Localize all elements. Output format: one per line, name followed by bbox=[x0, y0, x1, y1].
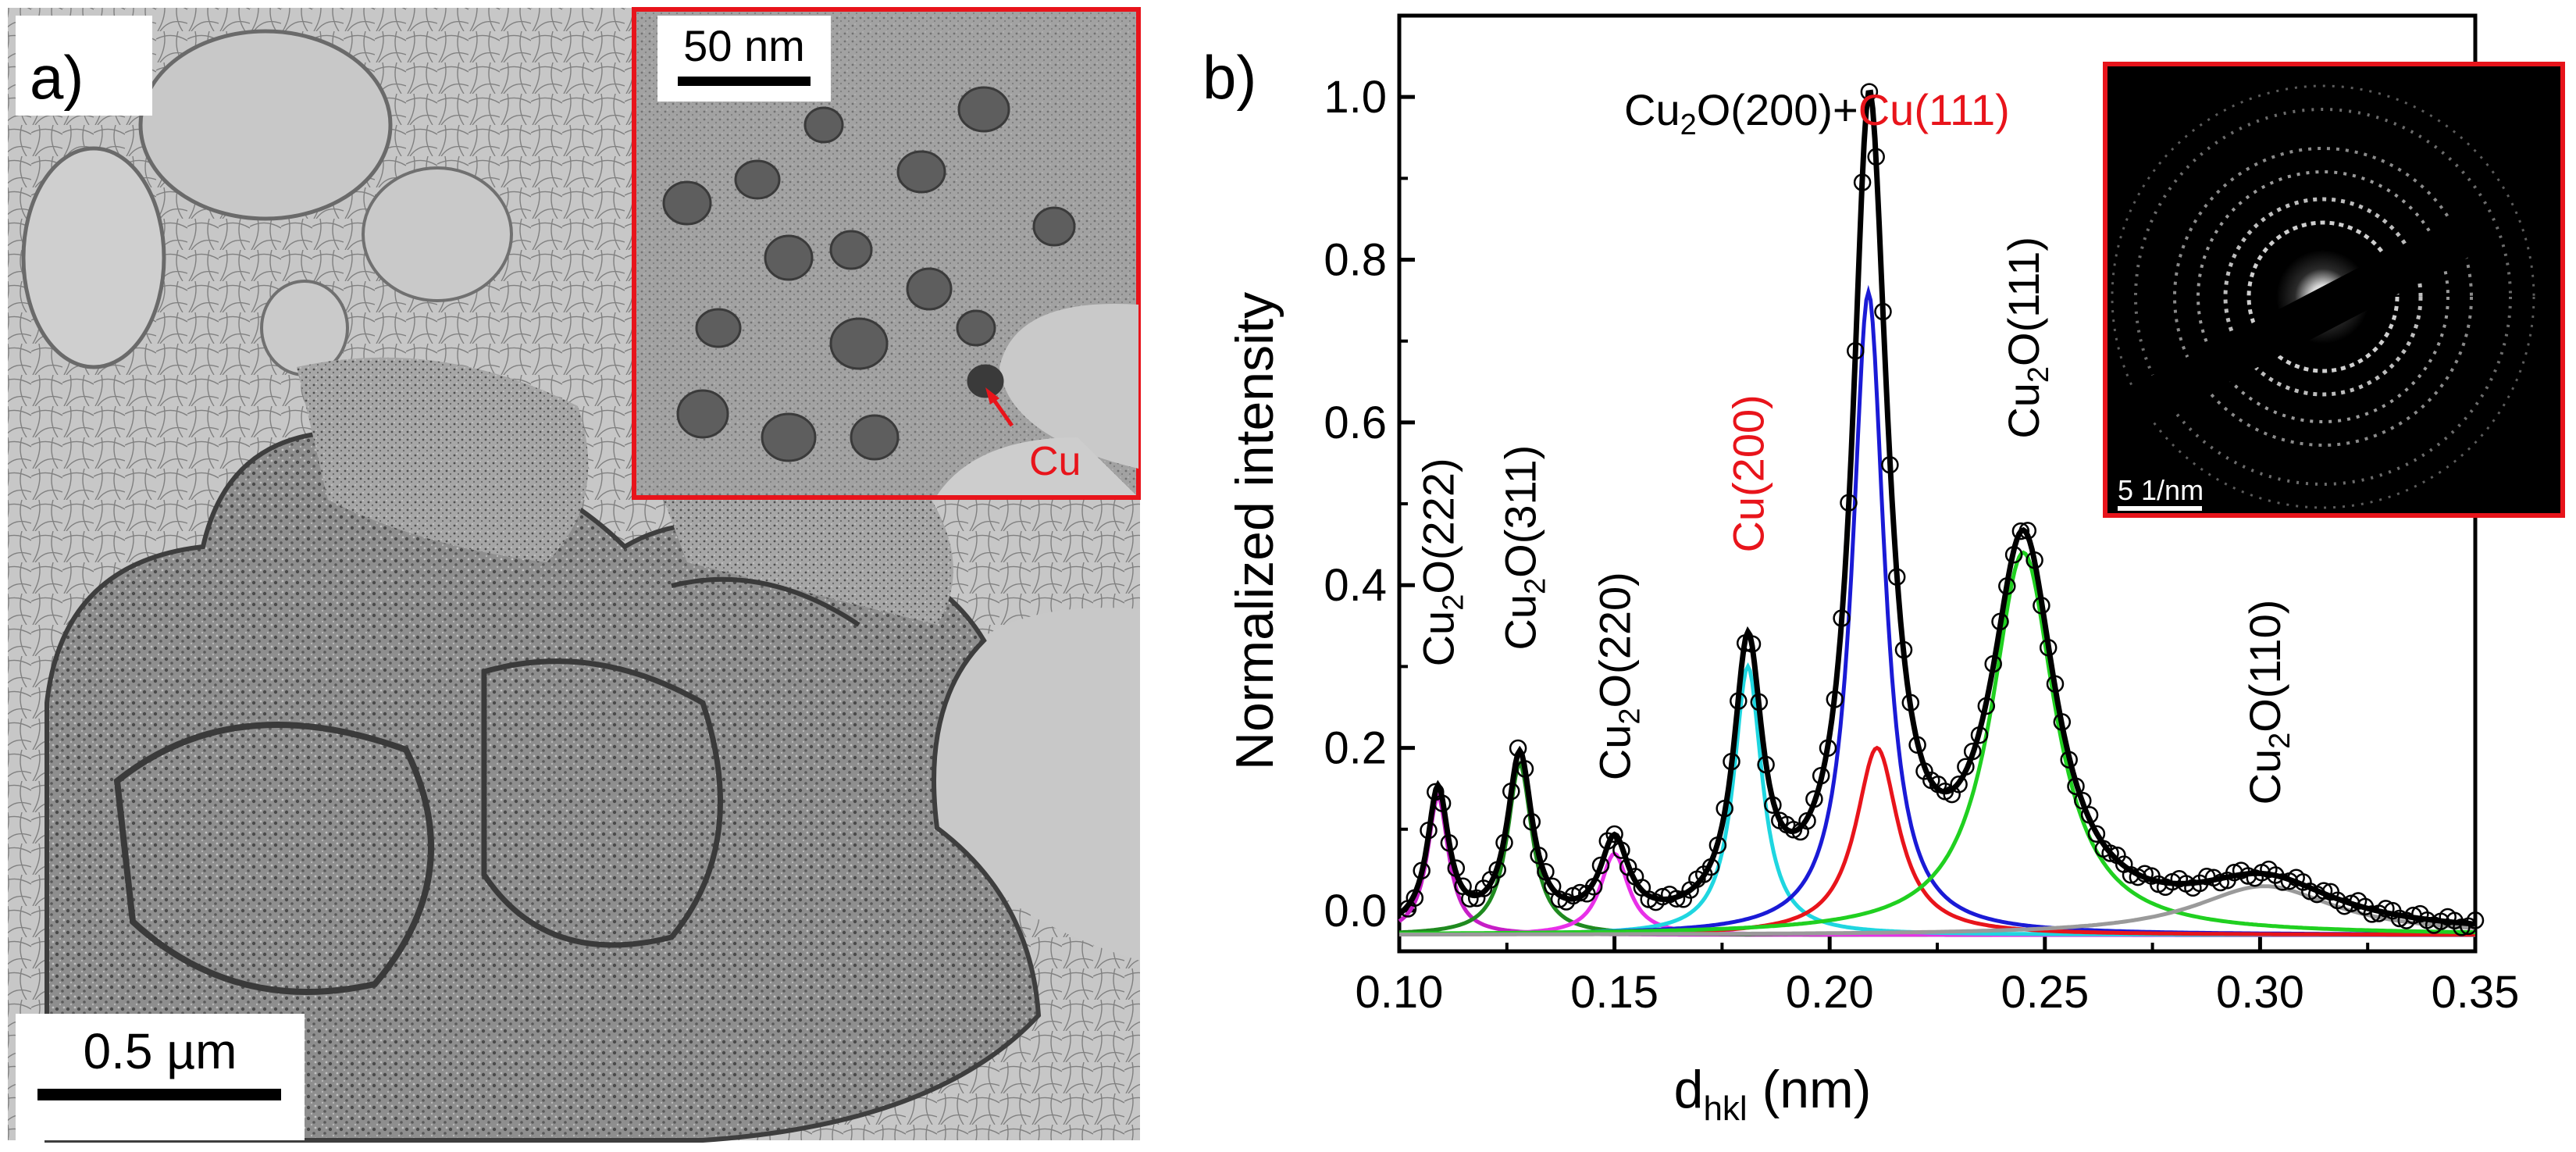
experimental-points bbox=[1398, 83, 2485, 936]
x-axis-label: dhkl (nm) bbox=[1674, 1060, 1872, 1128]
y-axis-label: Normalized intensity bbox=[1225, 292, 1284, 770]
x-tick-label: 0.20 bbox=[1786, 967, 1874, 1018]
x-tick-label: 0.15 bbox=[1570, 967, 1659, 1018]
peak-label: Cu(200) bbox=[1723, 394, 1773, 552]
component-cu2o110 bbox=[1398, 884, 2476, 937]
data-point bbox=[2466, 911, 2485, 929]
y-tick-label: 0.0 bbox=[1324, 886, 1387, 936]
axis-ticks: 0.10 0.15 0.20 0.25 0.30 0.35 0.0 0.2 0.4 0.6 0.8 1… bbox=[1324, 14, 2520, 1018]
x-tick-label: 0.30 bbox=[2216, 967, 2304, 1018]
data-point bbox=[2011, 522, 2030, 540]
saed-inset: 5 1/nm bbox=[2103, 62, 2565, 518]
data-point bbox=[2101, 844, 2119, 862]
peak-label: Cu2O(110) bbox=[2240, 600, 2296, 805]
data-point bbox=[1461, 890, 1479, 908]
peak-label: Cu2O(222) bbox=[1414, 458, 1470, 666]
panel-b-label: b) bbox=[1202, 43, 1256, 112]
fit-components bbox=[1398, 284, 2476, 937]
saed-scale-label: 5 1/nm bbox=[2118, 474, 2204, 506]
peak-label: Cu2O(220) bbox=[1591, 572, 1647, 780]
diffraction-plot: 0.10 0.15 0.20 0.25 0.30 0.35 0.0 0.2 0.4 0.6 0.8 1… bbox=[1324, 13, 2520, 1018]
data-point bbox=[1605, 825, 1623, 843]
y-tick-label: 0.8 bbox=[1324, 235, 1387, 286]
x-tick-label: 0.10 bbox=[1356, 967, 1444, 1018]
inset-scale-bar bbox=[678, 77, 811, 86]
y-tick-label: 0.6 bbox=[1324, 398, 1387, 448]
scale-bar-box bbox=[16, 1014, 305, 1140]
top-peak-label: Cu2O(200)+Cu(111) bbox=[1624, 85, 2010, 141]
x-tick-label: 0.25 bbox=[2001, 967, 2089, 1018]
tem-inset bbox=[632, 7, 1141, 500]
y-tick-label: 0.2 bbox=[1324, 723, 1387, 774]
saed-scale-bar bbox=[2118, 506, 2202, 511]
scale-bar-label: 0.5 µm bbox=[84, 1023, 237, 1079]
scale-bar bbox=[37, 1089, 281, 1100]
total-fit-curve bbox=[1397, 89, 2476, 927]
data-point bbox=[2087, 825, 2106, 843]
x-tick-label: 0.35 bbox=[2432, 967, 2520, 1018]
y-tick-label: 0.4 bbox=[1324, 560, 1387, 611]
panel-a-label-box bbox=[16, 16, 152, 116]
cu-annotation: Cu bbox=[1029, 439, 1081, 484]
panel-a-label: a) bbox=[30, 43, 84, 112]
inset-scale-label: 50 nm bbox=[683, 21, 805, 70]
component-cu2o111 bbox=[1399, 550, 2475, 936]
peak-label: Cu2O(111) bbox=[1999, 237, 2055, 439]
y-tick-label: 1.0 bbox=[1324, 72, 1387, 123]
peak-labels: Cu2O(222) Cu2O(311) Cu2O(220) Cu(200) Cu2O(1… bbox=[1414, 237, 2296, 805]
peak-label: Cu2O(311) bbox=[1495, 445, 1552, 651]
data-point bbox=[1950, 776, 1968, 794]
inset-scale-box bbox=[657, 16, 831, 102]
data-point bbox=[2453, 918, 2471, 936]
